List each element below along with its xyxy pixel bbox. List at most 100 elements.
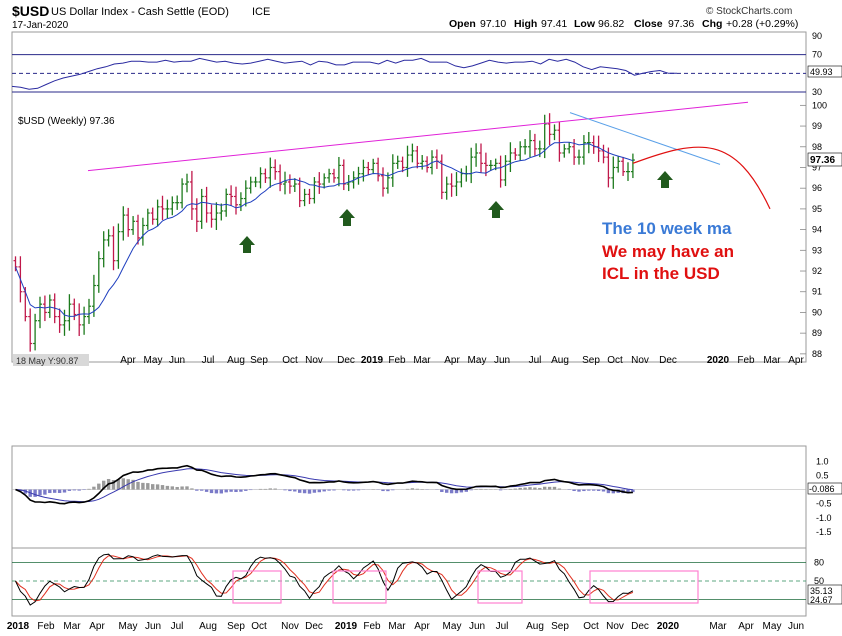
price-x-tick-label: Dec (659, 355, 677, 366)
chart-date: 17-Jan-2020 (12, 20, 69, 31)
macd-histogram-bar (342, 489, 346, 491)
ohlc-open-label: Open (449, 18, 476, 30)
macd-histogram-bar (298, 489, 302, 493)
exchange-name: ICE (252, 6, 270, 18)
macd-tick-label: -1.0 (816, 513, 832, 523)
stoch-x-tick-label: Jul (171, 621, 184, 632)
stoch-x-tick-label: Jun (145, 621, 161, 632)
macd-histogram-bar (440, 489, 444, 493)
price-x-tick-label: Nov (305, 355, 323, 366)
price-x-tick-label: 2020 (707, 355, 730, 366)
macd-histogram-bar (347, 489, 351, 491)
macd-value-badge: -0.086 (809, 484, 835, 494)
stoch-x-tick-label: Jul (496, 621, 509, 632)
macd-histogram-bar (38, 489, 42, 496)
macd-histogram-bar (351, 489, 356, 491)
annotation-icl: ICL in the USD (602, 264, 720, 283)
macd-histogram-bar (386, 489, 390, 492)
stoch-x-tick-label: Mar (709, 621, 727, 632)
macd-histogram-bar (474, 489, 478, 490)
macd-tick-label: 0.5 (816, 470, 829, 480)
stoch-x-tick-label: Jun (788, 621, 804, 632)
stoch-x-tick-label: Oct (251, 621, 267, 632)
macd-histogram-bar (405, 488, 410, 490)
x-axis-labels: Apr May Jun Jul Aug Sep Oct Nov Dec 2019 Feb Mar Apr… (7, 355, 805, 632)
macd-histogram-bar (209, 489, 214, 494)
price-tick-label: 94 (812, 225, 822, 235)
macd-histogram-bar (33, 489, 37, 497)
stoch-x-tick-label: Sep (551, 621, 569, 632)
macd-tick-label: -0.5 (816, 499, 832, 509)
price-x-tick-label: Sep (250, 355, 268, 366)
macd-signal-line (15, 468, 633, 503)
symbol-title: $USD (12, 3, 49, 19)
macd-histogram-bar (312, 489, 317, 493)
macd-histogram-bar (111, 480, 116, 490)
macd-histogram-bar (317, 489, 321, 493)
macd-histogram-bar (136, 481, 140, 490)
price-x-tick-label: Aug (227, 355, 245, 366)
price-x-tick-label: Nov (631, 355, 649, 366)
macd-histogram-bar (165, 485, 170, 490)
price-tick-label: 92 (812, 266, 822, 276)
macd-histogram-bar (518, 487, 522, 490)
macd-histogram-bar (102, 480, 106, 490)
macd-histogram-bar (307, 489, 312, 494)
macd-histogram-bar (626, 489, 630, 494)
macd-histogram-bar (23, 489, 27, 494)
price-x-tick-label: Jun (494, 355, 510, 366)
rsi-tick-label: 70 (812, 50, 822, 60)
ohlc-open-value: 97.10 (480, 18, 506, 30)
macd-histogram-bar (43, 489, 47, 495)
price-x-tick-label: Feb (388, 355, 406, 366)
ohlc-chg-label: Chg (702, 18, 722, 30)
projection-curve (632, 146, 771, 210)
price-x-tick-label: Jul (529, 355, 542, 366)
stoch-value-badge-d: 24.67 (810, 595, 833, 605)
price-x-tick-label: Oct (607, 355, 623, 366)
macd-histogram-bar (180, 486, 184, 490)
macd-histogram-bar (219, 489, 223, 494)
macd-histogram-bar (508, 488, 513, 490)
up-arrow-marker (488, 201, 504, 218)
ma-10-week-line (15, 141, 634, 317)
price-x-tick-label: Feb (737, 355, 755, 366)
macd-histogram-bar (204, 489, 209, 492)
stoch-value-badge-k: 35.13 (810, 586, 833, 596)
stoch-x-tick-label: May (763, 621, 782, 632)
macd-histogram-bar (72, 489, 76, 491)
price-x-tick-label: Sep (582, 355, 600, 366)
macd-histogram-bar (131, 479, 135, 490)
macd-histogram-bar (523, 487, 527, 490)
macd-histogram-bar (200, 489, 204, 491)
macd-value-badge-bg (807, 482, 842, 495)
macd-histogram-bar (572, 489, 576, 492)
price-x-tick-label: 2019 (361, 355, 384, 366)
macd-histogram-bar (302, 489, 307, 494)
stoch-x-tick-label: Feb (363, 621, 381, 632)
macd-histogram-bar (258, 488, 263, 490)
macd-panel-frame (11, 445, 807, 549)
macd-histogram-bar (513, 488, 517, 490)
price-x-tick-label: May (144, 355, 163, 366)
macd-histogram-bar (141, 482, 145, 490)
macd-histogram-bar (592, 489, 596, 491)
stoch-x-tick-label: Nov (606, 621, 624, 632)
macd-histogram-bar (151, 484, 155, 490)
last-price-badge: 97.36 (810, 155, 835, 166)
macd-histogram-bar (557, 488, 562, 490)
price-tick-label: 95 (812, 204, 822, 214)
price-tick-label: 99 (812, 121, 822, 131)
stoch-highlight-box (477, 570, 523, 604)
stoch-x-tick-label: 2020 (657, 621, 680, 632)
macd-line (15, 464, 633, 505)
stoch-d-line (15, 555, 634, 602)
macd-histogram-bar (327, 489, 331, 491)
price-x-tick-label: Mar (413, 355, 431, 366)
price-tick-label: 97 (812, 162, 822, 172)
macd-histogram-bar (288, 489, 292, 492)
macd-histogram-bar (381, 489, 385, 492)
ohlc-low-value: 96.82 (598, 18, 624, 30)
stoch-highlight-box (332, 570, 387, 604)
